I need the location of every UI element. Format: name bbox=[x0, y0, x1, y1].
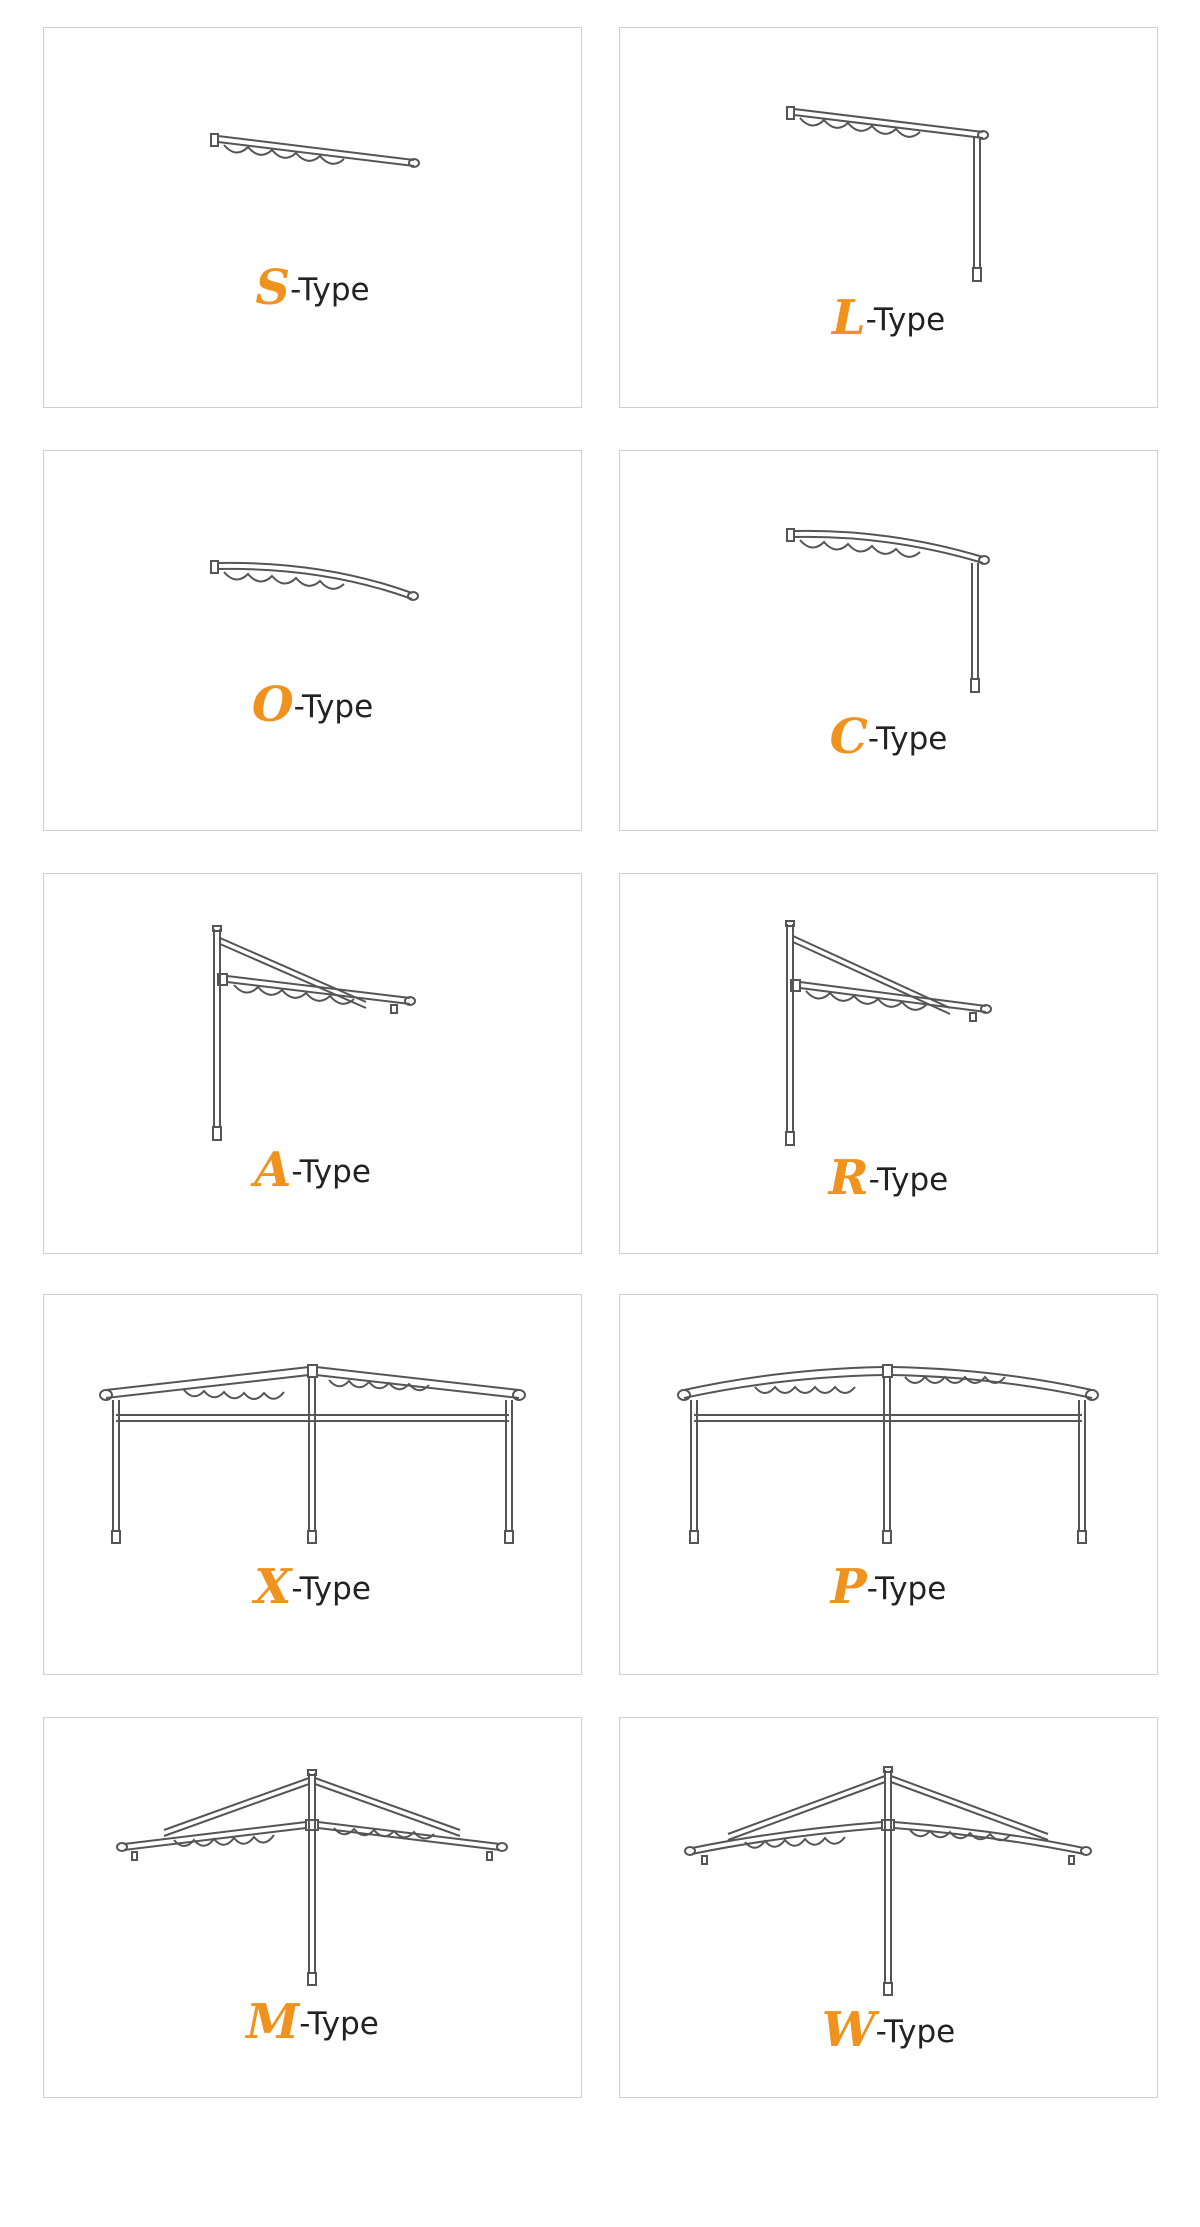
s-type-label: S-Type bbox=[44, 260, 581, 316]
l-type-awning-icon bbox=[786, 106, 989, 282]
type-suffix: -Type bbox=[291, 1571, 371, 1607]
s-type-awning-icon bbox=[210, 133, 420, 168]
m-type-label: M-Type bbox=[44, 1994, 581, 2050]
type-suffix: -Type bbox=[867, 721, 948, 757]
o-type-label: O-Type bbox=[44, 677, 581, 733]
x-type-label: X-Type bbox=[44, 1559, 581, 1615]
c-type-card[interactable]: C-Type bbox=[619, 450, 1158, 831]
c-type-awning-icon bbox=[786, 528, 990, 693]
type-suffix: -Type bbox=[291, 1154, 371, 1190]
s-type-card[interactable]: S-Type bbox=[43, 27, 582, 408]
type-suffix: -Type bbox=[865, 302, 946, 338]
w-type-awning-icon bbox=[684, 1766, 1092, 1996]
x-type-awning-icon bbox=[99, 1364, 526, 1544]
type-suffix: -Type bbox=[866, 1571, 947, 1607]
w-type-card[interactable]: W-Type bbox=[619, 1717, 1158, 2098]
a-type-card[interactable]: A-Type bbox=[43, 873, 582, 1254]
a-type-label: A-Type bbox=[44, 1142, 581, 1198]
x-type-card[interactable]: X-Type bbox=[43, 1294, 582, 1675]
l-type-card[interactable]: L-Type bbox=[619, 27, 1158, 408]
type-suffix: -Type bbox=[293, 689, 374, 725]
o-type-awning-icon bbox=[210, 560, 419, 601]
m-type-awning-icon bbox=[116, 1769, 508, 1986]
type-letter: W bbox=[821, 2002, 876, 2058]
type-letter: S bbox=[255, 260, 291, 316]
type-letter: A bbox=[254, 1142, 292, 1198]
type-suffix: -Type bbox=[875, 2014, 956, 2050]
p-type-awning-icon bbox=[677, 1364, 1099, 1544]
type-suffix: -Type bbox=[868, 1162, 949, 1198]
m-type-card[interactable]: M-Type bbox=[43, 1717, 582, 2098]
type-suffix: -Type bbox=[299, 2006, 379, 2042]
r-type-label: R-Type bbox=[620, 1150, 1157, 1206]
o-type-card[interactable]: O-Type bbox=[43, 450, 582, 831]
type-letter: X bbox=[254, 1559, 292, 1615]
type-suffix: -Type bbox=[290, 272, 370, 308]
l-type-label: L-Type bbox=[620, 290, 1157, 346]
type-letter: R bbox=[828, 1150, 869, 1206]
type-letter: O bbox=[251, 677, 294, 733]
c-type-label: C-Type bbox=[620, 709, 1157, 765]
r-type-card[interactable]: R-Type bbox=[619, 873, 1158, 1254]
type-letter: L bbox=[831, 290, 866, 346]
w-type-label: W-Type bbox=[620, 2002, 1157, 2058]
r-type-awning-icon bbox=[785, 920, 992, 1146]
type-letter: M bbox=[246, 1994, 300, 2050]
type-letter: C bbox=[829, 709, 868, 765]
a-type-awning-icon bbox=[212, 925, 416, 1141]
p-type-card[interactable]: P-Type bbox=[619, 1294, 1158, 1675]
p-type-label: P-Type bbox=[620, 1559, 1157, 1615]
type-letter: P bbox=[830, 1559, 867, 1615]
